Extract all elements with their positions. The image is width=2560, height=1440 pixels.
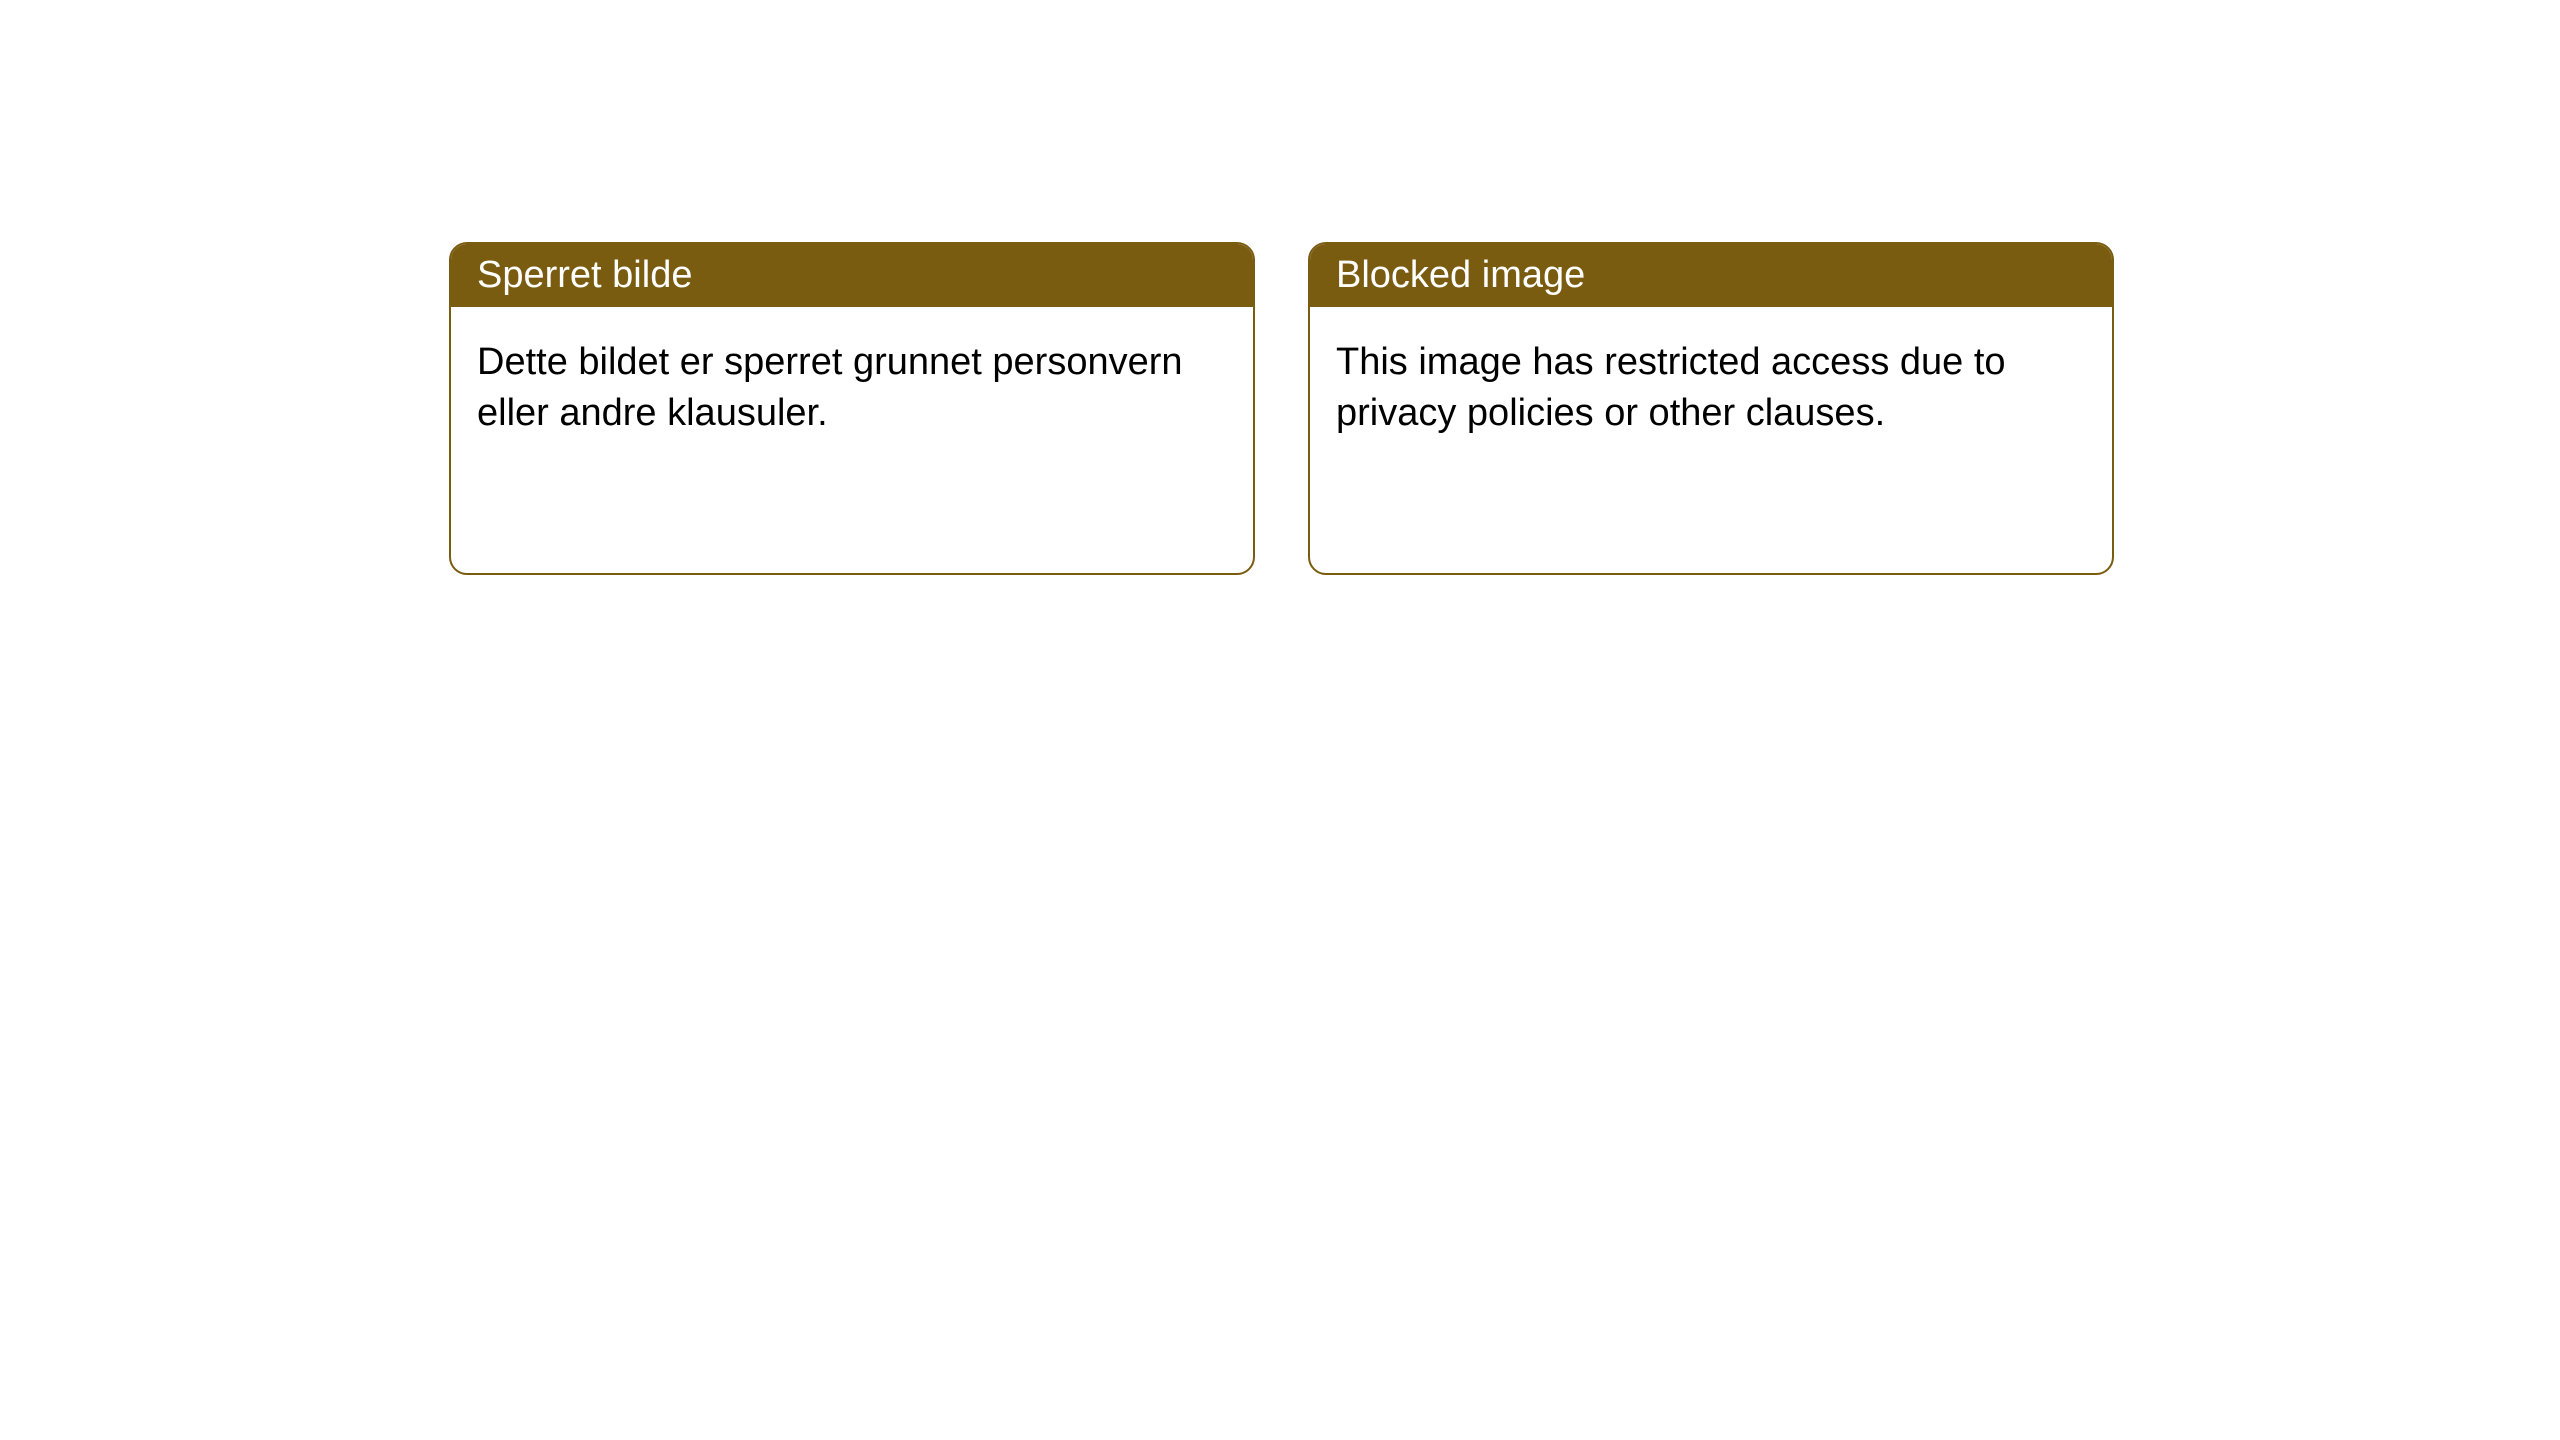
notice-card-title: Blocked image: [1310, 244, 2112, 307]
notice-container: Sperret bilde Dette bildet er sperret gr…: [0, 0, 2560, 575]
notice-card-title: Sperret bilde: [451, 244, 1253, 307]
notice-card-english: Blocked image This image has restricted …: [1308, 242, 2114, 575]
notice-card-body: Dette bildet er sperret grunnet personve…: [451, 307, 1253, 470]
notice-card-body: This image has restricted access due to …: [1310, 307, 2112, 470]
notice-card-norwegian: Sperret bilde Dette bildet er sperret gr…: [449, 242, 1255, 575]
